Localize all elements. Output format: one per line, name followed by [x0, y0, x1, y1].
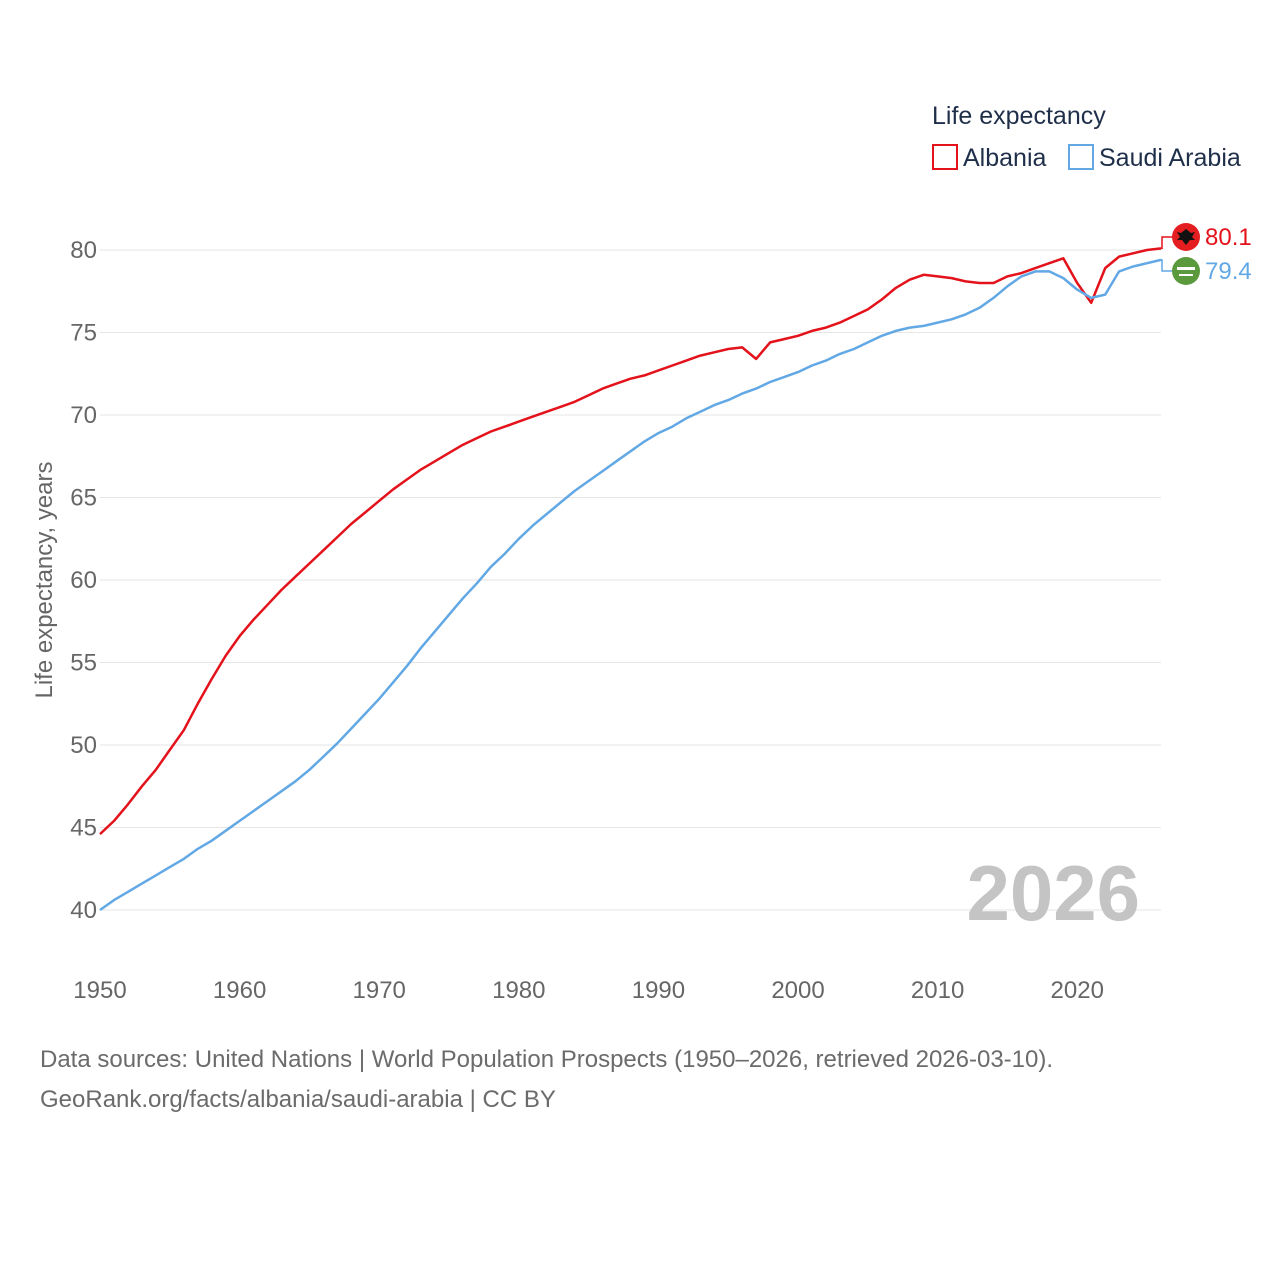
legend: Life expectancy Albania Saudi Arabia	[932, 102, 1241, 172]
footer: Data sources: United Nations | World Pop…	[40, 1040, 1053, 1120]
end-value-label: 80.1	[1205, 224, 1252, 251]
y-tick-label: 55	[70, 650, 97, 677]
series-line-saudi-arabia[interactable]	[99, 258, 1162, 912]
y-axis: 40 45 50 55 60 65 70 75 80	[70, 237, 97, 924]
sword-icon	[1179, 274, 1193, 276]
script-icon	[1177, 267, 1195, 270]
series-line-albania[interactable]	[99, 247, 1162, 836]
y-tick-label: 50	[70, 732, 97, 759]
y-tick-label: 60	[70, 567, 97, 594]
y-tick-label: 40	[70, 897, 97, 924]
y-tick-label: 70	[70, 402, 97, 429]
y-tick-label: 80	[70, 237, 97, 264]
series-lines	[99, 247, 1162, 912]
data-source-note: Data sources: United Nations | World Pop…	[40, 1046, 1054, 1073]
legend-swatch-albania[interactable]	[932, 144, 958, 170]
year-watermark: 2026	[966, 849, 1140, 937]
x-tick-label: 1950	[73, 977, 126, 1004]
x-tick-label: 1970	[353, 977, 406, 1004]
legend-label-albania[interactable]: Albania	[963, 144, 1046, 172]
end-connector	[1161, 236, 1175, 250]
legend-swatch-saudi-arabia[interactable]	[1068, 144, 1094, 170]
saudi-arabia-flag-icon	[1172, 257, 1200, 285]
end-connector	[1161, 259, 1175, 272]
legend-label-saudi-arabia[interactable]: Saudi Arabia	[1099, 144, 1241, 172]
y-tick-label: 65	[70, 485, 97, 512]
x-tick-label: 2000	[771, 977, 824, 1004]
source-link[interactable]: GeoRank.org/facts/albania/saudi-arabia |…	[40, 1086, 556, 1113]
x-tick-label: 1980	[492, 977, 545, 1004]
legend-title: Life expectancy	[932, 102, 1106, 130]
end-markers: 80.1 79.4	[1161, 223, 1252, 285]
y-tick-label: 75	[70, 320, 97, 347]
x-tick-label: 2020	[1051, 977, 1104, 1004]
x-tick-label: 1960	[213, 977, 266, 1004]
grid	[100, 249, 1161, 911]
y-axis-title: Life expectancy, years	[31, 461, 58, 698]
y-tick-label: 45	[70, 815, 97, 842]
end-value-label: 79.4	[1205, 258, 1252, 285]
x-tick-label: 2010	[911, 977, 964, 1004]
x-tick-label: 1990	[632, 977, 685, 1004]
eagle-icon	[1177, 229, 1195, 245]
x-axis: 1950 1960 1970 1980 1990 2000 2010 2020	[73, 977, 1104, 1004]
